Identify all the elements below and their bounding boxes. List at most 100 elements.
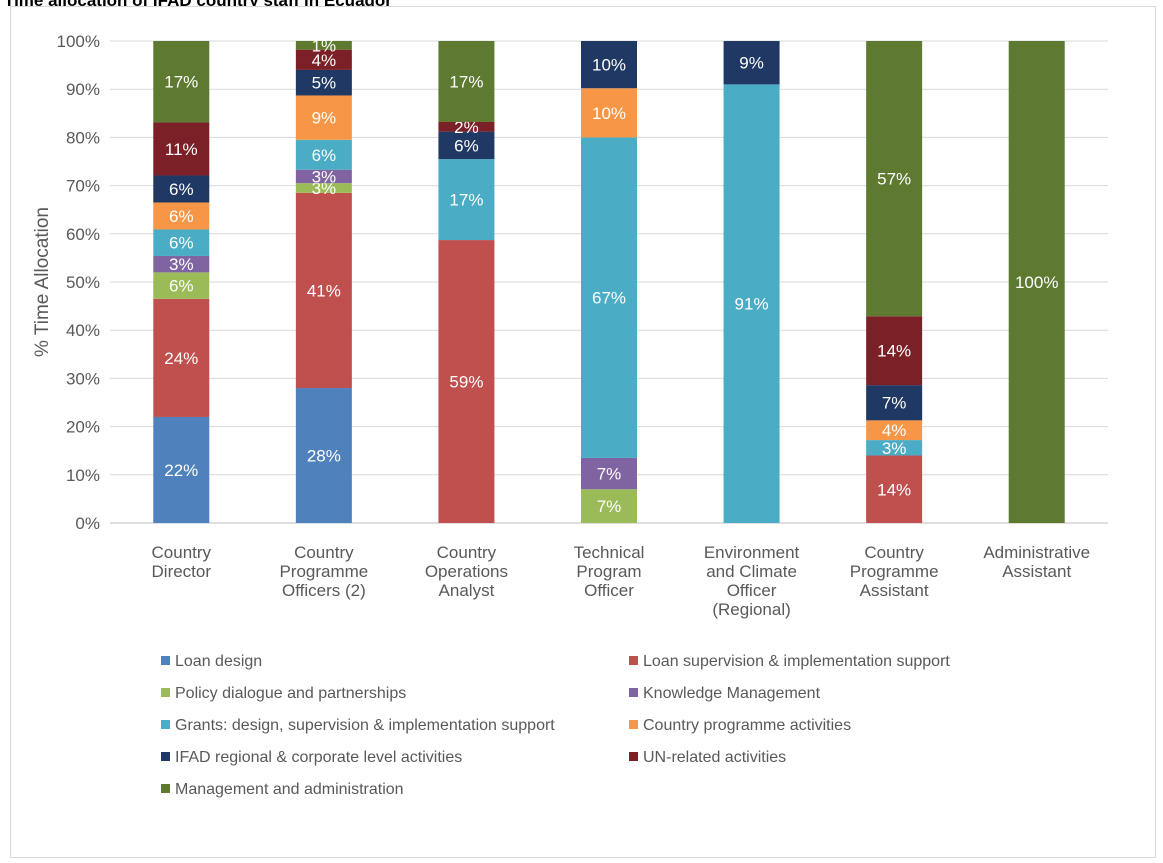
x-tick-label: Officer (727, 581, 777, 600)
bar-segment (581, 489, 637, 523)
legend-swatch (161, 784, 170, 793)
data-label: 3% (882, 439, 907, 458)
data-label: 7% (882, 394, 907, 413)
bar-segment (866, 455, 923, 523)
data-label: 67% (592, 289, 626, 308)
y-axis-label: % Time Allocation (32, 207, 53, 357)
bar-segment (295, 169, 352, 184)
bar-segment (723, 84, 780, 523)
legend-swatch (629, 688, 638, 697)
bar-segment (153, 416, 210, 523)
x-tick-label: Environment (704, 543, 800, 562)
bar-segment (866, 385, 923, 421)
bar-segment (295, 192, 352, 389)
bar-segment (723, 41, 780, 85)
x-tick-label: Assistant (860, 581, 929, 600)
x-tick-label: Technical (574, 543, 645, 562)
x-tick-label: Director (152, 562, 212, 581)
x-tick-label: and Climate (706, 562, 797, 581)
data-label: 14% (877, 480, 911, 499)
legend-label: Grants: design, supervision & implementa… (175, 717, 555, 734)
bar-segment (153, 202, 210, 230)
data-label: 11% (165, 140, 198, 159)
y-tick-label: 10% (66, 466, 100, 485)
bar-segment (581, 457, 637, 490)
bar-segment (438, 41, 495, 122)
bar-segment (295, 95, 352, 140)
x-tick-label: Program (576, 562, 641, 581)
data-label: 7% (597, 497, 622, 516)
data-label: 9% (312, 109, 337, 128)
data-label: 6% (312, 146, 337, 165)
bar-segment (153, 272, 210, 299)
bar-segment (153, 41, 210, 123)
data-label: 100% (1015, 273, 1058, 292)
bar-segment (866, 316, 923, 386)
y-tick-label: 70% (66, 177, 100, 196)
bar-segment (581, 88, 637, 138)
legend-label: Policy dialogue and partnerships (175, 685, 406, 702)
data-label: 59% (449, 373, 483, 392)
legend-swatch (629, 752, 638, 761)
bar-segment (295, 183, 352, 193)
x-tick-label: Country (152, 543, 212, 562)
bar-segment (866, 420, 923, 441)
bar-segment (153, 255, 210, 273)
data-label: 5% (312, 74, 337, 93)
data-label: 3% (169, 255, 194, 274)
bar-segment (295, 69, 352, 96)
bar-segment (153, 298, 210, 417)
x-tick-label: Programme (279, 562, 368, 581)
data-label: 10% (592, 104, 626, 123)
legend-label: Knowledge Management (643, 685, 821, 702)
bar-segment (153, 175, 210, 203)
bar-segment (295, 388, 352, 523)
y-tick-label: 60% (66, 225, 100, 244)
bar-segment (866, 440, 923, 456)
x-tick-label: Administrative (983, 543, 1090, 562)
chart-title-cut: Time allocation of IFAD country staff in… (4, 0, 392, 10)
bar-segment (438, 159, 495, 241)
data-label: 17% (449, 72, 483, 91)
legend-swatch (161, 720, 170, 729)
data-label: 91% (735, 295, 769, 314)
data-label: 4% (312, 51, 337, 70)
x-tick-label: Operations (425, 562, 508, 581)
data-label: 28% (307, 447, 341, 466)
legend-label: Country programme activities (643, 717, 851, 734)
bar-segment (1008, 41, 1065, 523)
y-tick-label: 30% (66, 369, 100, 388)
data-label: 22% (164, 461, 198, 480)
y-tick-label: 40% (66, 321, 100, 340)
legend-label: Management and administration (175, 781, 404, 798)
bar-segment (581, 41, 637, 89)
x-tick-label: Officer (584, 581, 634, 600)
legend-swatch (161, 688, 170, 697)
x-tick-label: Analyst (439, 581, 495, 600)
x-tick-label: Country (294, 543, 354, 562)
legend-label: Loan design (175, 653, 262, 670)
legend-swatch (161, 656, 170, 665)
legend-label: UN-related activities (643, 749, 786, 766)
data-label: 24% (164, 349, 198, 368)
y-tick-label: 90% (66, 80, 100, 99)
data-label: 6% (454, 136, 479, 155)
data-label: 10% (592, 56, 626, 75)
data-label: 57% (877, 170, 911, 189)
bar-segment (295, 139, 352, 170)
y-tick-label: 80% (66, 128, 100, 147)
legend-label: Loan supervision & implementation suppor… (643, 653, 950, 670)
x-tick-label: Programme (850, 562, 939, 581)
data-label: 1% (312, 36, 337, 55)
data-label: 17% (449, 191, 483, 210)
data-label: 3% (312, 179, 337, 198)
legend-label: IFAD regional & corporate level activiti… (175, 749, 462, 766)
y-tick-label: 0% (75, 514, 100, 533)
data-label: 7% (597, 465, 622, 484)
bar-segment (438, 240, 495, 524)
stacked-bar-chart: 0% 10% 20% 30% 40% 50% 60% 70% 80% 90% 100% % Time … (32, 32, 1108, 798)
legend-swatch (161, 752, 170, 761)
data-label: 17% (164, 73, 198, 92)
bar-segment (438, 131, 495, 160)
bar-segment (153, 122, 210, 176)
